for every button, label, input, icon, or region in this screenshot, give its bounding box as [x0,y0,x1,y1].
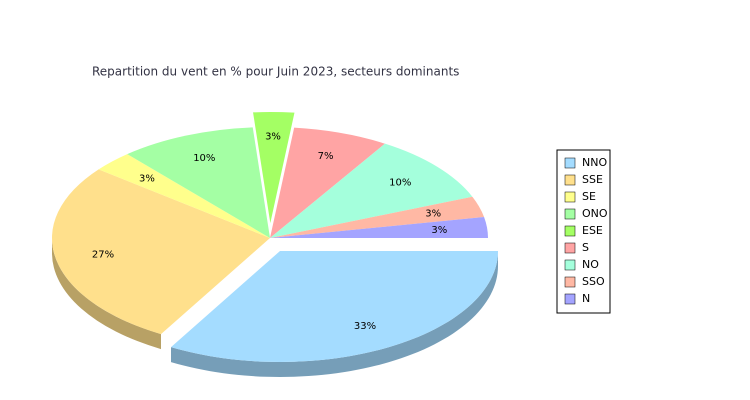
slice-side [51,238,161,350]
legend-label: N [582,292,590,305]
data-label: 3% [139,173,155,184]
legend-swatch [564,293,576,305]
legend-label: SSE [582,173,603,186]
legend-label: SE [582,190,596,203]
data-label: 7% [318,151,334,162]
legend-swatch [564,157,576,169]
slice [270,127,385,238]
chart-title: Repartition du vent en % pour Juin 2023,… [92,65,459,79]
slice [127,127,270,238]
legend-swatch [564,174,576,186]
data-label: 3% [431,225,447,236]
legend-label: SSO [582,275,605,288]
slice [253,112,295,224]
legend-swatch [564,259,576,271]
data-label: 3% [425,209,441,220]
data-label: 27% [92,249,114,260]
legend-swatch [564,225,576,237]
data-label: 10% [193,153,215,164]
legend-swatch [564,208,576,220]
slice [270,216,488,238]
slice-side [171,250,498,377]
data-label: 3% [265,131,281,142]
legend-label: ONO [582,207,608,220]
legend-label: NO [582,258,599,271]
slice [52,169,270,335]
legend-label: NNO [582,156,607,169]
legend-swatch [564,276,576,288]
data-label: 33% [354,321,376,332]
data-label: 10% [389,177,411,188]
slice [270,143,473,238]
slice [98,154,270,238]
slice [171,250,498,362]
slice [270,196,485,238]
legend-swatch [564,242,576,254]
legend-label: S [582,241,589,254]
legend-label: ESE [582,224,603,237]
legend-swatch [564,191,576,203]
